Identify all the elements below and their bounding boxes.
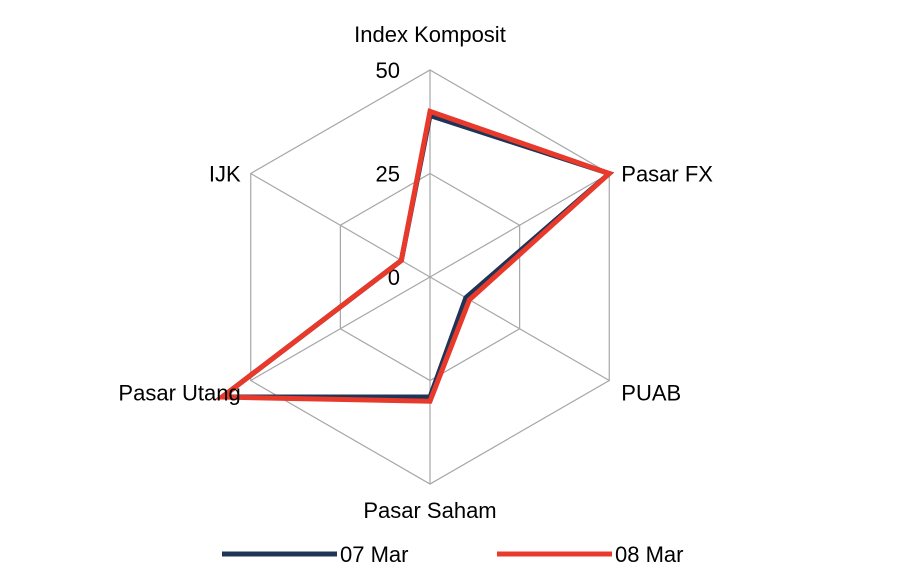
series-lines: [214, 108, 615, 404]
legend: 07 Mar 08 Mar: [222, 542, 683, 567]
spoke-4: [250, 276, 431, 382]
category-label-pasar-utang: Pasar Utang: [118, 381, 240, 406]
series-line-08-mar: [214, 108, 615, 404]
legend-label-07-mar: 07 Mar: [340, 542, 408, 567]
spoke-1: [429, 172, 610, 278]
category-label-ijk: IJK: [209, 162, 241, 187]
tick-label-25: 25: [376, 162, 400, 187]
spoke-2: [429, 276, 610, 382]
legend-label-08-mar: 08 Mar: [615, 542, 683, 567]
category-label-puab: PUAB: [621, 381, 681, 406]
category-label-pasar-fx: Pasar FX: [621, 162, 713, 187]
category-label-pasar-saham: Pasar Saham: [363, 498, 496, 523]
category-labels: Index Komposit Pasar FX PUAB Pasar Saham Pas…: [118, 22, 713, 523]
tick-label-50: 50: [376, 58, 400, 83]
radar-spokes: [250, 70, 610, 484]
category-label-index-komposit: Index Komposit: [354, 22, 506, 47]
